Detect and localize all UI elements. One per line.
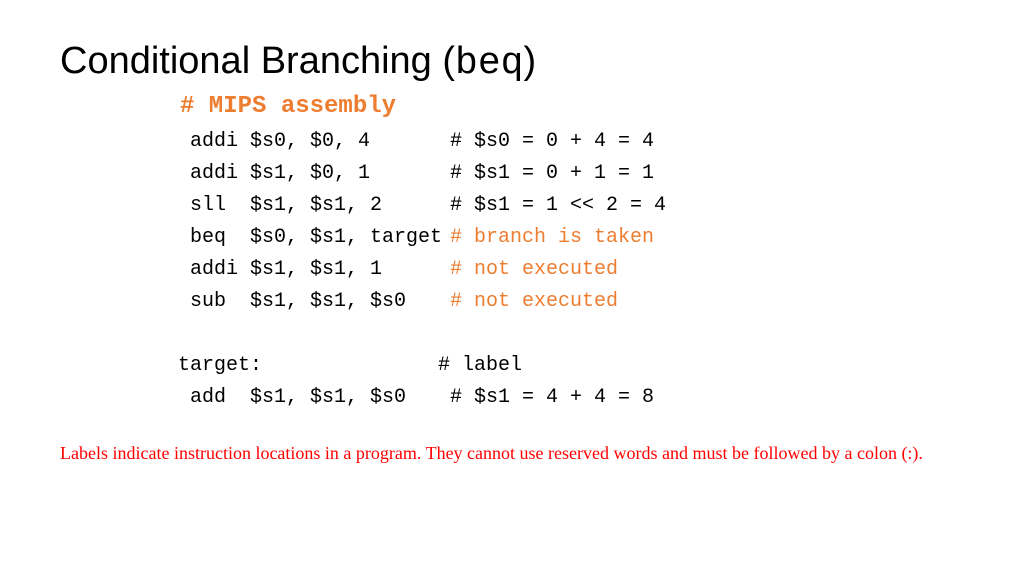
slide-title: Conditional Branching (beq)	[60, 40, 964, 85]
code-label: target:	[178, 350, 438, 382]
code-instruction: beq $s0, $s1, target	[190, 222, 450, 254]
code-comment: # not executed	[450, 286, 618, 318]
title-suffix: )	[523, 40, 536, 82]
code-comment: # label	[438, 350, 522, 382]
slide: Conditional Branching (beq) # MIPS assem…	[0, 0, 1024, 485]
code-instruction: addi $s0, $0, 4	[190, 126, 450, 158]
code-instruction: addi $s1, $0, 1	[190, 158, 450, 190]
code-line: addi $s1, $s1, 1 # not executed	[190, 254, 964, 286]
code-comment: # $s1 = 1 << 2 = 4	[450, 190, 666, 222]
code-block: addi $s0, $0, 4 # $s0 = 0 + 4 = 4 addi $…	[190, 126, 964, 414]
code-line: beq $s0, $s1, target # branch is taken	[190, 222, 964, 254]
title-prefix: Conditional Branching (	[60, 40, 455, 82]
code-line: addi $s1, $0, 1 # $s1 = 0 + 1 = 1	[190, 158, 964, 190]
blank-line	[190, 318, 964, 350]
code-line: sub $s1, $s1, $s0 # not executed	[190, 286, 964, 318]
code-header-comment: # MIPS assembly	[180, 93, 964, 120]
code-instruction: addi $s1, $s1, 1	[190, 254, 450, 286]
code-instruction: sub $s1, $s1, $s0	[190, 286, 450, 318]
code-line: sll $s1, $s1, 2 # $s1 = 1 << 2 = 4	[190, 190, 964, 222]
code-comment: # $s1 = 0 + 1 = 1	[450, 158, 654, 190]
code-line: target: # label	[190, 350, 964, 382]
code-instruction: add $s1, $s1, $s0	[190, 382, 450, 414]
code-line: addi $s0, $0, 4 # $s0 = 0 + 4 = 4	[190, 126, 964, 158]
code-comment: # branch is taken	[450, 222, 654, 254]
code-comment: # $s1 = 4 + 4 = 8	[450, 382, 654, 414]
title-mono: beq	[455, 42, 523, 85]
code-comment: # $s0 = 0 + 4 = 4	[450, 126, 654, 158]
code-line: add $s1, $s1, $s0 # $s1 = 4 + 4 = 8	[190, 382, 964, 414]
footnote-text: Labels indicate instruction locations in…	[60, 442, 964, 465]
code-comment: # not executed	[450, 254, 618, 286]
code-instruction: sll $s1, $s1, 2	[190, 190, 450, 222]
